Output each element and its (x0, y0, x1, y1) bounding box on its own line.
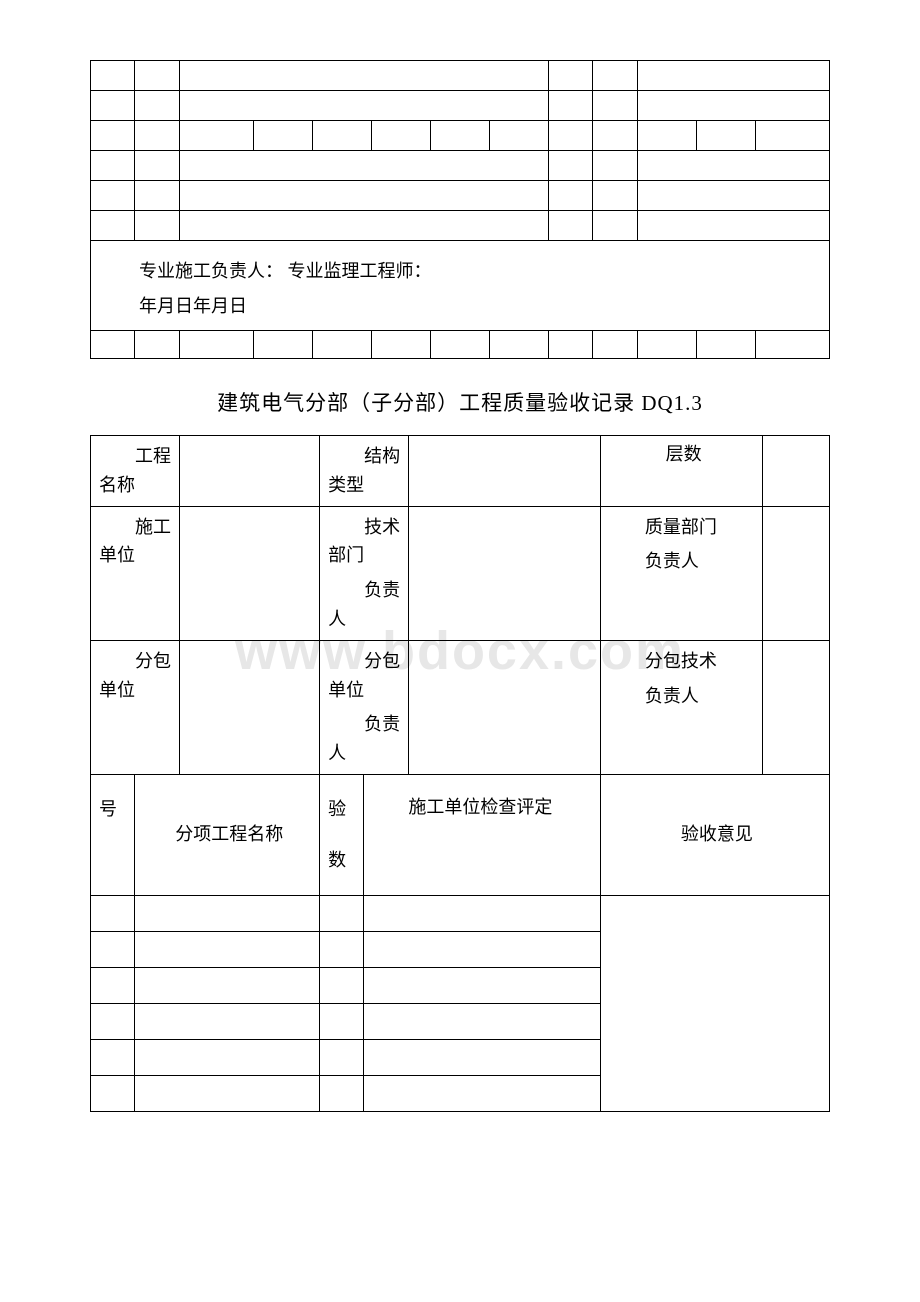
label-subcontractor-tech: 分包技术 (609, 647, 759, 676)
table-row: 工程名称 结构类型 层数 (91, 436, 830, 507)
table-header-row: 号 分项工程名称 验 数 施工单位检查评定 验收意见 (91, 774, 830, 895)
table-row (91, 895, 830, 931)
document-page: 专业施工负责人： 专业监理工程师： 年月日年月日 建筑电气分部（子分部）工程质量… (0, 0, 920, 1152)
col-construction-eval: 施工单位检查评定 (372, 795, 595, 820)
label-tech-dept: 技术部门 (328, 513, 404, 571)
label-subcontractor: 分包单位 (99, 647, 175, 705)
label-quality-dept: 质量部门 (609, 513, 759, 542)
table-row (91, 211, 830, 241)
table-row (91, 151, 830, 181)
upper-table: 专业施工负责人： 专业监理工程师： 年月日年月日 (90, 60, 830, 359)
col-number: 号 (99, 795, 130, 824)
table-row (91, 61, 830, 91)
signature-row: 专业施工负责人： 专业监理工程师： 年月日年月日 (91, 241, 830, 331)
table-row: 施工单位 技术部门 负责人 质量部门 负责人 (91, 506, 830, 640)
col-subitem-name: 分项工程名称 (143, 822, 315, 847)
label-quality-dept-person: 负责人 (609, 547, 759, 576)
label-floors: 层数 (609, 442, 759, 467)
table-row (91, 331, 830, 359)
col-acceptance-opinion: 验收意见 (609, 822, 825, 847)
label-subcontractor-tech-person: 负责人 (609, 682, 759, 711)
table-row (91, 91, 830, 121)
table-row (91, 121, 830, 151)
table-row: 分包单位 分包单位 负责人 分包技术 负责人 (91, 640, 830, 774)
label-subcontractor-unit-person: 负责人 (328, 710, 404, 768)
signature-line-1: 专业施工负责人： 专业监理工程师： (139, 259, 829, 284)
col-check-count-1: 验 (328, 795, 359, 824)
table-row (91, 181, 830, 211)
form-title: 建筑电气分部（子分部）工程质量验收记录 DQ1.3 (90, 387, 830, 417)
label-structure-type: 结构类型 (328, 442, 404, 500)
col-check-count-2: 数 (328, 846, 359, 875)
lower-table: 工程名称 结构类型 层数 施工单位 技术部门 负责人 质量部门 (90, 435, 830, 1112)
label-project-name: 工程名称 (99, 442, 175, 500)
label-tech-dept-person: 负责人 (328, 576, 404, 634)
signature-line-2: 年月日年月日 (139, 294, 829, 319)
label-subcontractor-unit: 分包单位 (328, 647, 404, 705)
label-construction-unit: 施工单位 (99, 513, 175, 571)
